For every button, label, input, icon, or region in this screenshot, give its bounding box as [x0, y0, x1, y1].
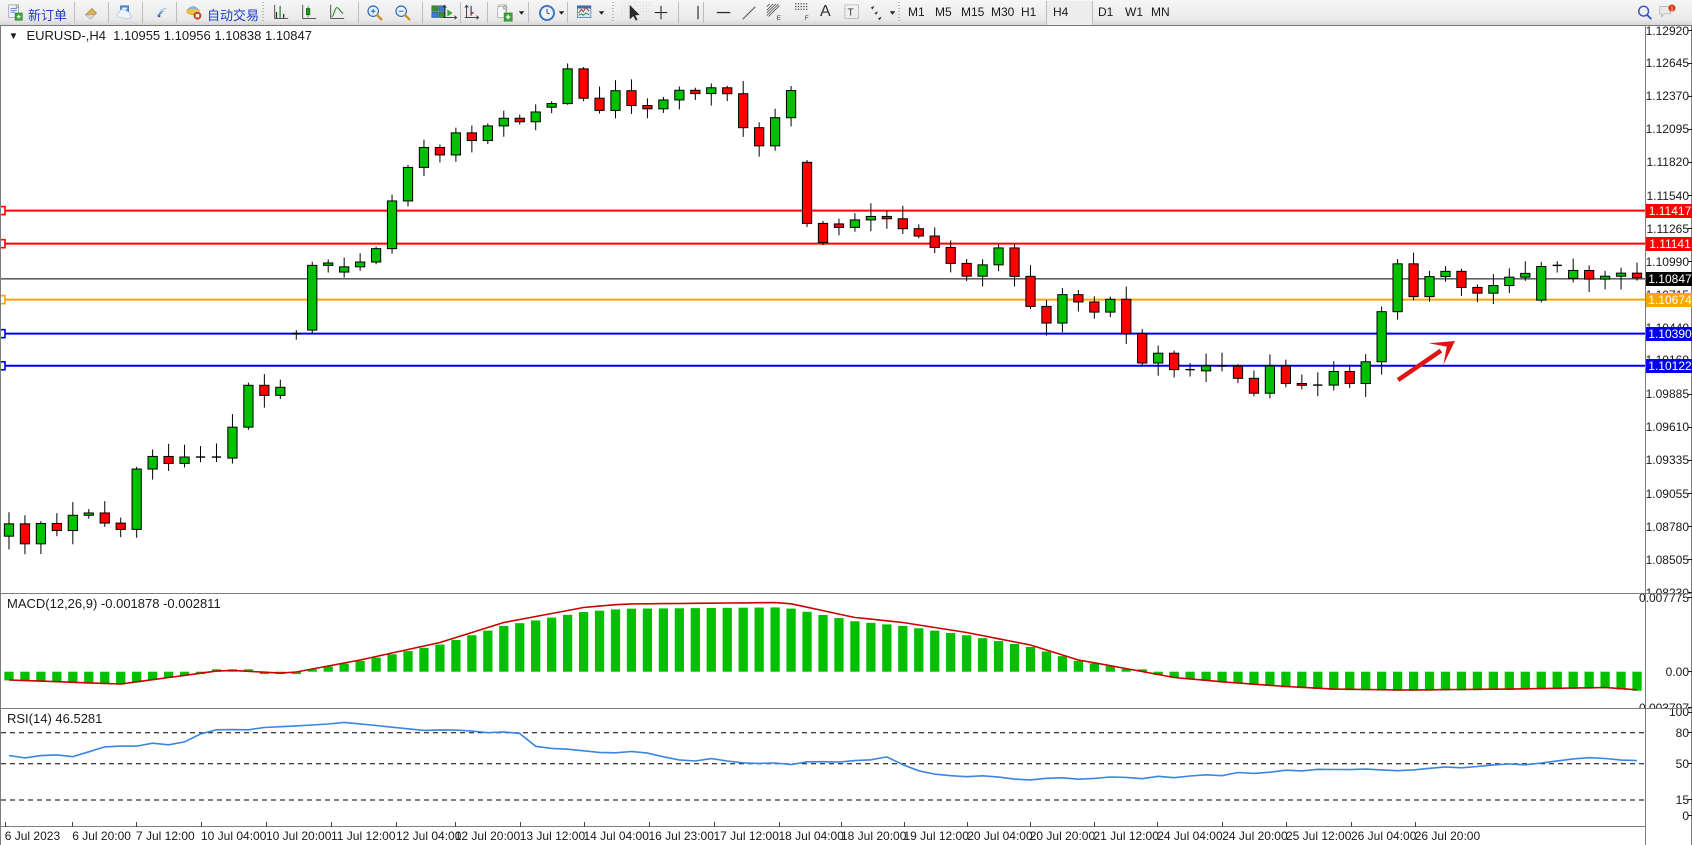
svg-text:T: T	[848, 8, 854, 19]
svg-text:E: E	[777, 15, 781, 22]
svg-text:1: 1	[1670, 7, 1673, 13]
svg-text:F: F	[805, 15, 809, 22]
